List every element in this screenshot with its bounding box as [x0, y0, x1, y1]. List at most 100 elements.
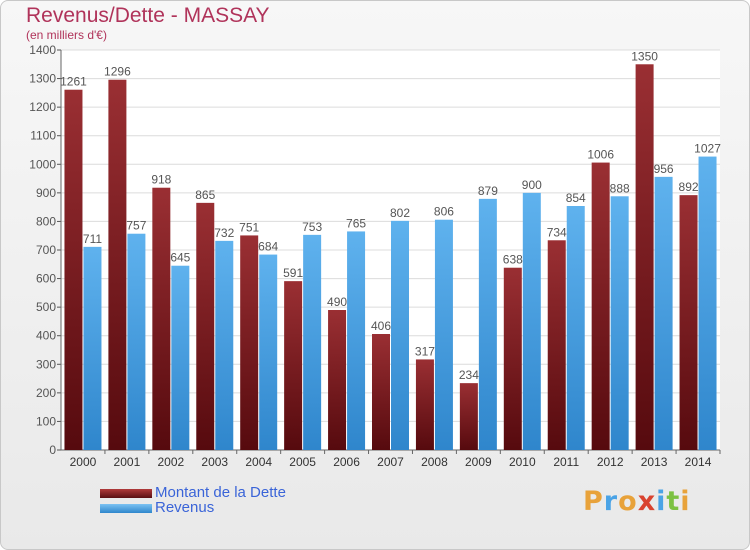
legend-label-dette: Montant de la Dette	[155, 484, 286, 501]
data-label-dette: 591	[283, 266, 303, 280]
logo-letter: x	[637, 486, 657, 517]
bar-revenus	[83, 246, 102, 450]
x-tick-label: 2009	[465, 455, 492, 469]
data-label-dette: 1296	[104, 65, 131, 79]
data-label-dette: 1261	[60, 75, 87, 89]
y-tick-label: 1100	[30, 129, 56, 143]
y-tick-label: 0	[49, 443, 56, 457]
data-label-dette: 751	[239, 220, 259, 234]
logo-letter: o	[618, 486, 638, 517]
data-label-dette: 317	[415, 344, 435, 358]
data-label-revenus: 1027	[694, 142, 721, 156]
logo-letter: i	[680, 486, 691, 517]
data-label-revenus: 757	[126, 219, 146, 233]
bar-dette	[591, 162, 610, 451]
data-label-dette: 918	[151, 173, 171, 187]
x-tick-label: 2012	[597, 455, 624, 469]
x-tick-label: 2003	[201, 455, 228, 469]
x-tick-label: 2004	[245, 455, 272, 469]
bar-revenus	[566, 206, 585, 450]
data-label-revenus: 888	[610, 181, 630, 195]
logo-letter: t	[666, 486, 681, 517]
bar-revenus	[391, 220, 409, 450]
y-tick-label: 200	[36, 386, 56, 400]
legend-swatch-dette	[100, 489, 152, 498]
data-label-dette: 638	[503, 253, 523, 267]
bar-dette	[372, 334, 390, 450]
data-label-revenus: 645	[170, 251, 190, 265]
bar-dette	[503, 267, 522, 450]
bar-dette	[415, 359, 434, 450]
chart-subtitle: (en milliers d'€)	[26, 28, 107, 42]
data-label-dette: 406	[371, 319, 391, 333]
x-tick-label: 2001	[114, 455, 141, 469]
data-label-revenus: 732	[214, 226, 234, 240]
proxiti-logo: Proxiti	[583, 486, 691, 517]
data-label-revenus: 879	[478, 184, 498, 198]
logo-letter: r	[603, 486, 619, 517]
bar-dette	[547, 240, 566, 450]
y-tick-label: 800	[36, 214, 56, 228]
legend-label-revenus: Revenus	[155, 499, 215, 516]
x-tick-label: 2002	[157, 455, 184, 469]
bar-revenus	[171, 265, 190, 450]
bar-revenus	[347, 231, 366, 450]
bar-dette	[679, 195, 698, 450]
data-label-dette: 1350	[631, 49, 658, 63]
x-tick-label: 2013	[641, 455, 668, 469]
data-label-dette: 865	[195, 188, 215, 202]
y-tick-label: 1400	[29, 43, 56, 57]
data-label-dette: 1006	[587, 148, 614, 162]
bar-dette	[328, 310, 347, 450]
data-label-revenus: 854	[566, 191, 586, 205]
bar-revenus	[654, 176, 673, 450]
y-tick-label: 100	[36, 414, 56, 428]
bar-dette	[284, 281, 303, 450]
x-tick-label: 2000	[70, 455, 97, 469]
y-tick-label: 500	[36, 300, 56, 314]
data-label-revenus: 711	[83, 232, 102, 246]
bar-revenus	[522, 192, 541, 450]
bar-revenus	[303, 234, 322, 450]
data-label-dette: 490	[327, 295, 347, 309]
bar-revenus	[259, 254, 278, 450]
x-tick-label: 2008	[421, 455, 448, 469]
chart-title: Revenus/Dette - MASSAY	[26, 4, 270, 27]
y-tick-label: 600	[36, 272, 56, 286]
data-label-dette: 734	[547, 225, 567, 239]
x-tick-label: 2005	[289, 455, 316, 469]
y-tick-label: 1000	[29, 157, 56, 171]
y-tick-label: 900	[36, 186, 56, 200]
y-tick-label: 300	[36, 357, 56, 371]
x-tick-label: 2010	[509, 455, 536, 469]
bar-dette	[240, 235, 259, 450]
logo-letter: P	[583, 486, 604, 517]
bar-revenus	[698, 156, 717, 451]
bar-revenus	[215, 240, 234, 450]
y-tick-label: 1200	[29, 100, 56, 114]
x-tick-label: 2011	[553, 455, 579, 469]
y-tick-label: 400	[36, 329, 56, 343]
bar-dette	[459, 383, 478, 450]
y-tick-label: 700	[36, 243, 56, 257]
bar-revenus	[478, 198, 497, 450]
bar-dette	[64, 89, 83, 450]
data-label-revenus: 753	[302, 220, 322, 234]
x-tick-label: 2006	[333, 455, 360, 469]
y-tick-label: 1300	[29, 72, 56, 86]
data-label-dette: 892	[679, 180, 699, 194]
data-label-dette: 234	[459, 368, 479, 382]
data-label-revenus: 684	[258, 240, 278, 254]
data-label-revenus: 765	[346, 216, 366, 230]
legend-swatch-revenus	[100, 504, 152, 513]
data-label-revenus: 802	[390, 206, 410, 220]
data-label-revenus: 900	[522, 178, 542, 192]
bar-revenus	[434, 219, 453, 450]
data-label-revenus: 806	[434, 205, 454, 219]
bar-dette	[108, 79, 127, 450]
bar-dette	[152, 187, 171, 450]
bar-dette	[635, 64, 654, 451]
logo-letter: i	[656, 486, 667, 517]
bar-dette	[196, 202, 215, 450]
